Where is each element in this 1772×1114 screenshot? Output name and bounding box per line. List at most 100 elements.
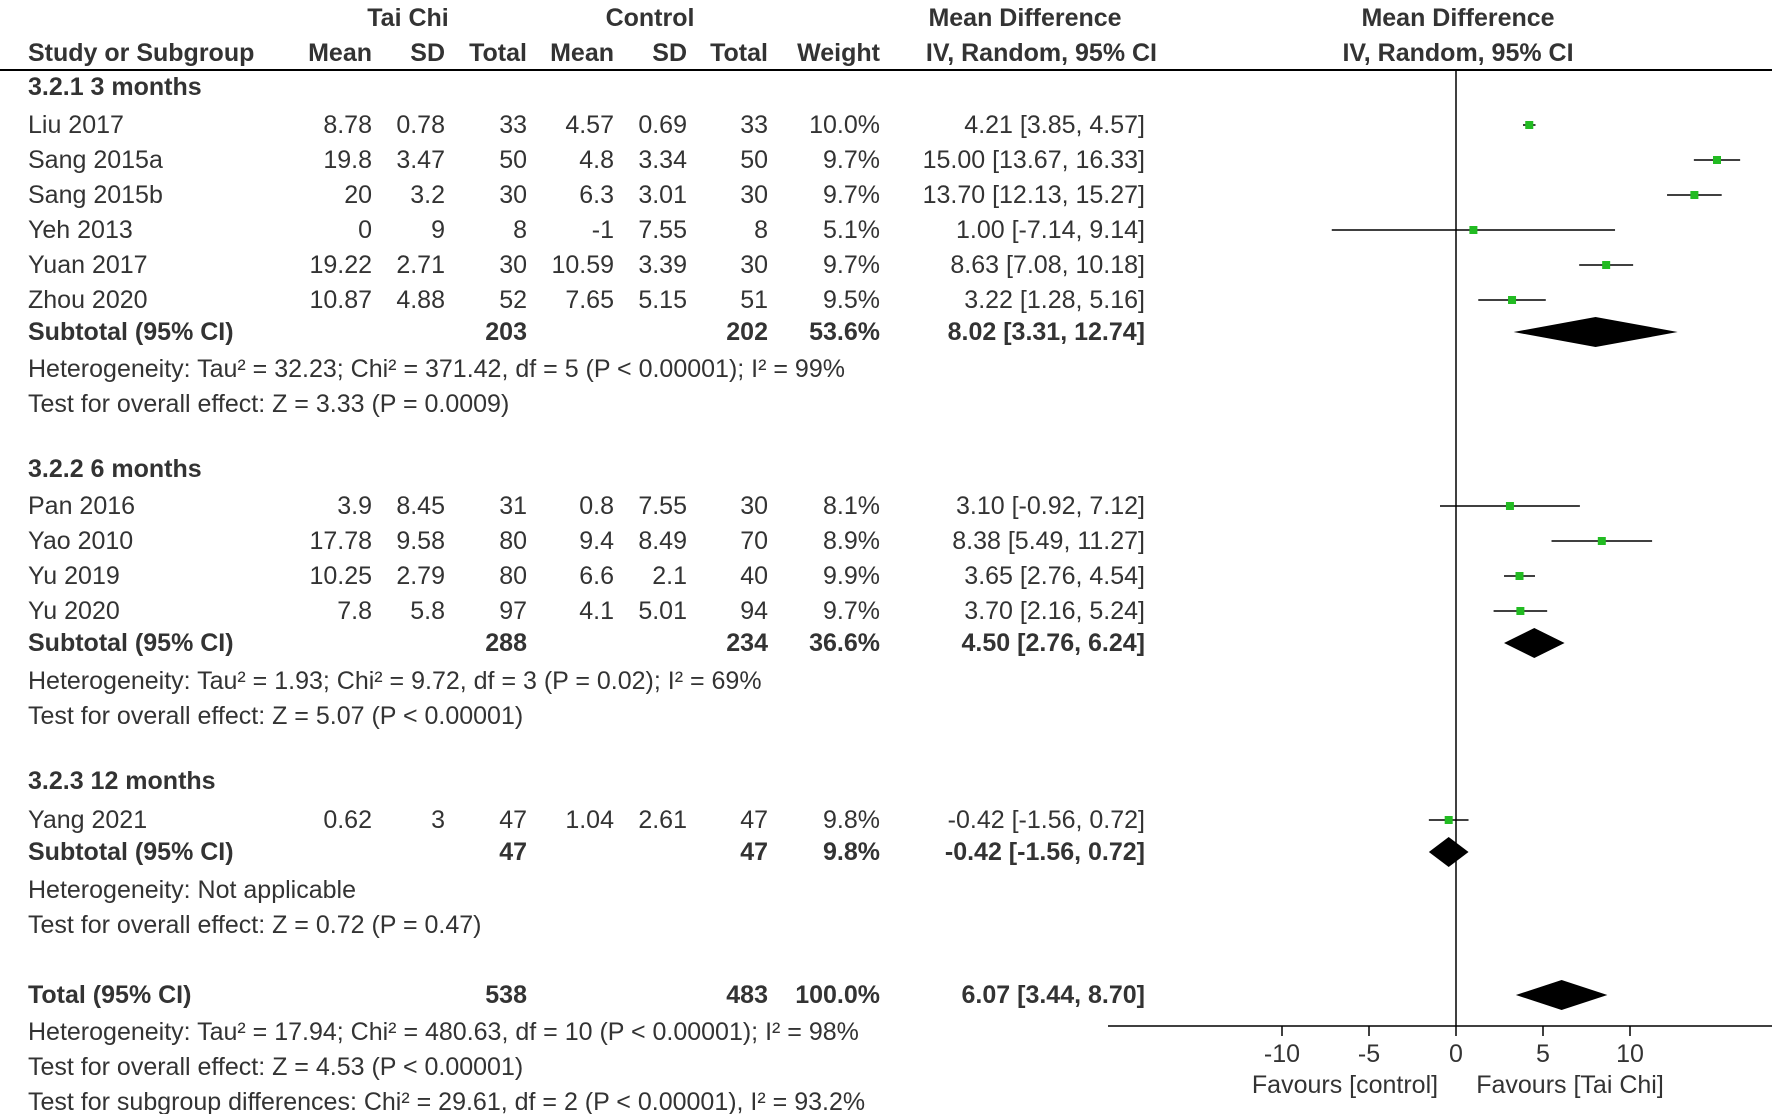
study-point <box>1525 121 1534 129</box>
study-point <box>1602 261 1611 269</box>
study-total2: 33 <box>740 111 768 139</box>
study-mean2: 6.6 <box>579 562 614 590</box>
study-sd1: 8.45 <box>396 492 445 520</box>
study-mean2: 7.65 <box>565 286 614 314</box>
study-ci: 3.65 [2.76, 4.54] <box>964 562 1145 590</box>
summary-label: Total (95% CI) <box>28 981 191 1009</box>
summary-total2: 234 <box>726 629 768 657</box>
study-name: Yuan 2017 <box>28 251 148 279</box>
study-name: Yao 2010 <box>28 527 133 555</box>
study-sd1: 2.71 <box>396 251 445 279</box>
study-sd2: 0.69 <box>638 111 687 139</box>
x-tick-label: 5 <box>1536 1040 1550 1068</box>
subgroup-label: 3.2.3 12 months <box>28 767 216 795</box>
study-total2: 94 <box>740 597 768 625</box>
study-point <box>1444 816 1453 824</box>
subgroup-heterogeneity: Heterogeneity: Tau² = 32.23; Chi² = 371.… <box>28 355 845 383</box>
study-ci: -0.42 [-1.56, 0.72] <box>948 806 1145 834</box>
study-total2: 47 <box>740 806 768 834</box>
study-total1: 80 <box>499 562 527 590</box>
study-sd1: 5.8 <box>410 597 445 625</box>
total-heterogeneity: Heterogeneity: Tau² = 17.94; Chi² = 480.… <box>28 1018 859 1046</box>
study-weight: 9.5% <box>823 286 880 314</box>
study-sd1: 9.58 <box>396 527 445 555</box>
study-mean2: 4.8 <box>579 146 614 174</box>
study-point <box>1508 296 1517 304</box>
study-name: Sang 2015a <box>28 146 163 174</box>
header-sd2: SD <box>652 39 687 67</box>
study-name: Yu 2019 <box>28 562 120 590</box>
subgroup-overall-effect: Test for overall effect: Z = 5.07 (P < 0… <box>28 702 523 730</box>
study-name: Sang 2015b <box>28 181 163 209</box>
study-ci: 1.00 [-7.14, 9.14] <box>956 216 1145 244</box>
summary-ci: 8.02 [3.31, 12.74] <box>948 318 1145 346</box>
study-name: Liu 2017 <box>28 111 124 139</box>
study-ci: 4.21 [3.85, 4.57] <box>964 111 1145 139</box>
study-mean1: 0.62 <box>323 806 372 834</box>
study-total1: 47 <box>499 806 527 834</box>
study-sd2: 5.15 <box>638 286 687 314</box>
header-total1: Total <box>469 39 527 67</box>
study-mean2: -1 <box>592 216 614 244</box>
x-tick-label: 10 <box>1616 1040 1644 1068</box>
x-tick-label: -5 <box>1358 1040 1380 1068</box>
study-point <box>1713 156 1721 164</box>
subgroup-overall-effect: Test for overall effect: Z = 3.33 (P = 0… <box>28 390 509 418</box>
study-sd1: 9 <box>431 216 445 244</box>
header-mean1: Mean <box>308 39 372 67</box>
study-weight: 8.1% <box>823 492 880 520</box>
study-mean2: 4.57 <box>565 111 614 139</box>
study-total2: 70 <box>740 527 768 555</box>
study-ci: 13.70 [12.13, 15.27] <box>923 181 1145 209</box>
study-name: Yang 2021 <box>28 806 147 834</box>
study-mean2: 10.59 <box>551 251 614 279</box>
header-effect: Mean Difference <box>928 4 1121 32</box>
header-sd1: SD <box>410 39 445 67</box>
study-point <box>1469 226 1478 234</box>
study-point <box>1597 537 1606 545</box>
study-point <box>1516 607 1525 615</box>
study-sd2: 3.39 <box>638 251 687 279</box>
summary-weight: 53.6% <box>809 318 880 346</box>
study-name: Pan 2016 <box>28 492 135 520</box>
study-total2: 51 <box>740 286 768 314</box>
summary-diamond <box>1428 837 1469 867</box>
study-name: Yu 2020 <box>28 597 120 625</box>
study-total1: 30 <box>499 181 527 209</box>
header-group2: Control <box>606 4 695 32</box>
subgroup-heterogeneity: Heterogeneity: Not applicable <box>28 876 356 904</box>
study-mean1: 17.78 <box>309 527 372 555</box>
subgroup-label: 3.2.2 6 months <box>28 455 202 483</box>
header-total2: Total <box>710 39 768 67</box>
header-mean2: Mean <box>550 39 614 67</box>
study-weight: 9.7% <box>823 597 880 625</box>
header-group1: Tai Chi <box>367 4 448 32</box>
summary-diamond <box>1513 317 1678 347</box>
summary-weight: 9.8% <box>823 838 880 866</box>
summary-total2: 47 <box>740 838 768 866</box>
study-total2: 30 <box>740 251 768 279</box>
summary-total2: 483 <box>726 981 768 1009</box>
study-total2: 30 <box>740 181 768 209</box>
study-weight: 5.1% <box>823 216 880 244</box>
study-point <box>1515 572 1524 580</box>
study-mean2: 6.3 <box>579 181 614 209</box>
study-sd2: 7.55 <box>638 216 687 244</box>
study-mean1: 19.22 <box>309 251 372 279</box>
summary-weight: 36.6% <box>809 629 880 657</box>
study-mean1: 10.87 <box>309 286 372 314</box>
study-point <box>1690 191 1699 199</box>
study-sd2: 5.01 <box>638 597 687 625</box>
total-overall-effect: Test for overall effect: Z = 4.53 (P < 0… <box>28 1053 523 1081</box>
study-mean2: 0.8 <box>579 492 614 520</box>
study-sd2: 7.55 <box>638 492 687 520</box>
study-total1: 97 <box>499 597 527 625</box>
study-mean2: 9.4 <box>579 527 614 555</box>
favours-taichi-label: Favours [Tai Chi] <box>1476 1071 1664 1099</box>
study-name: Yeh 2013 <box>28 216 133 244</box>
study-weight: 9.8% <box>823 806 880 834</box>
study-name: Zhou 2020 <box>28 286 148 314</box>
study-sd2: 3.34 <box>638 146 687 174</box>
summary-ci: 4.50 [2.76, 6.24] <box>962 629 1145 657</box>
